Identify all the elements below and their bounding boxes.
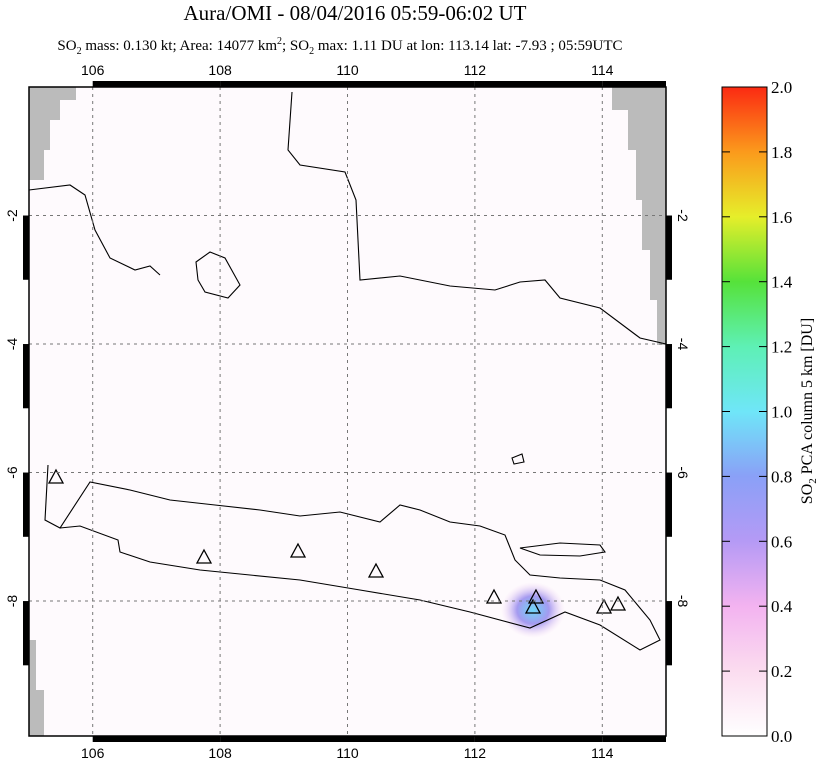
no-data bbox=[29, 640, 44, 736]
colorbar-label-part: PCA column 5 km [DU] bbox=[799, 318, 816, 478]
frame-bar bbox=[23, 472, 29, 537]
y-tick-label: -8 bbox=[4, 595, 20, 608]
frame-bar bbox=[666, 601, 672, 666]
coastline bbox=[44, 464, 661, 651]
no-data bbox=[29, 87, 76, 180]
coastline bbox=[287, 91, 667, 345]
y-tick-label: -2 bbox=[4, 209, 20, 222]
frame-bar bbox=[23, 215, 29, 280]
x-tick-label: 108 bbox=[208, 62, 232, 78]
y-tick-label: -2 bbox=[675, 209, 691, 222]
subtitle-part: mass: 0.130 kt; Area: 14077 km bbox=[82, 38, 278, 54]
coastline bbox=[28, 184, 161, 276]
x-tick-label: 112 bbox=[464, 745, 487, 759]
subtitle-part: ; SO bbox=[282, 38, 309, 54]
colorbar-tick-label: 1.0 bbox=[771, 403, 792, 422]
colorbar-tick-label: 1.2 bbox=[771, 338, 792, 357]
frame-bar bbox=[220, 736, 348, 742]
x-tick-label: 110 bbox=[336, 745, 359, 759]
x-tick-label: 114 bbox=[591, 62, 614, 78]
frame-bar bbox=[23, 344, 29, 409]
title: Aura/OMI - 08/04/2016 05:59-06:02 UT bbox=[184, 1, 527, 25]
colorbar-tick-label: 0.6 bbox=[771, 532, 792, 551]
x-tick-label: 106 bbox=[81, 745, 105, 759]
frame-bar bbox=[23, 601, 29, 666]
coastline bbox=[519, 542, 606, 557]
frame-bar bbox=[666, 344, 672, 409]
so2-plume bbox=[501, 582, 565, 638]
frame-bar bbox=[474, 736, 603, 742]
frame-bar bbox=[474, 81, 603, 87]
frame-bar bbox=[602, 736, 666, 742]
frame-bar bbox=[666, 472, 672, 537]
colorbar-label-part: SO bbox=[799, 484, 816, 504]
x-tick-label: 108 bbox=[208, 745, 232, 759]
frame-bar bbox=[347, 81, 475, 87]
volcanoes bbox=[47, 468, 627, 614]
subtitle: SO2 mass: 0.130 kt; Area: 14077 km2; SO2… bbox=[57, 36, 622, 57]
frame-bar bbox=[602, 81, 666, 87]
colorbar-tick-label: 2.0 bbox=[771, 78, 792, 97]
subtitle-part: SO bbox=[57, 38, 76, 54]
colorbar-tick-label: 0.2 bbox=[771, 662, 792, 681]
coastline bbox=[511, 453, 525, 465]
subtitle-part: 2 bbox=[309, 46, 314, 57]
y-tick-label: -6 bbox=[4, 466, 20, 479]
colorbar-tick-label: 0.4 bbox=[771, 597, 793, 616]
x-tick-label: 110 bbox=[336, 62, 359, 78]
colorbar-tick-label: 1.4 bbox=[771, 273, 793, 292]
y-tick-label: -4 bbox=[4, 338, 20, 351]
coastline bbox=[195, 251, 241, 299]
subtitle-part: 2 bbox=[77, 46, 82, 57]
colorbar-tick-label: 1.6 bbox=[771, 208, 792, 227]
map-frame bbox=[28, 86, 667, 737]
colorbar-tick-label: 0.0 bbox=[771, 727, 792, 746]
frame-bar bbox=[92, 81, 221, 87]
y-tick-label: -8 bbox=[675, 595, 691, 608]
x-tick-label: 114 bbox=[591, 745, 614, 759]
colorbar-label-part: 2 bbox=[807, 478, 819, 484]
map: 106 106 108 108 110 110 112 112 114 114 -2 -2 -4 -4 -6… bbox=[4, 62, 691, 759]
no-data bbox=[612, 87, 666, 345]
y-tick-label: -6 bbox=[675, 466, 691, 479]
colorbar-tick-label: 0.8 bbox=[771, 467, 792, 486]
subtitle-part: max: 1.11 DU at lon: 113.14 lat: -7.93 ;… bbox=[314, 38, 622, 54]
y-tick-label: -4 bbox=[675, 338, 691, 351]
frame-bar bbox=[666, 215, 672, 280]
frame-bar bbox=[92, 736, 221, 742]
x-tick-label: 106 bbox=[81, 62, 105, 78]
colorbar-label: SO2 PCA column 5 km [DU] bbox=[799, 318, 819, 504]
frame-bar bbox=[347, 736, 475, 742]
x-tick-label: 112 bbox=[464, 62, 487, 78]
frame-bar bbox=[220, 81, 348, 87]
colorbar-tick-label: 1.8 bbox=[771, 143, 792, 162]
subtitle-part: 2 bbox=[277, 36, 282, 47]
